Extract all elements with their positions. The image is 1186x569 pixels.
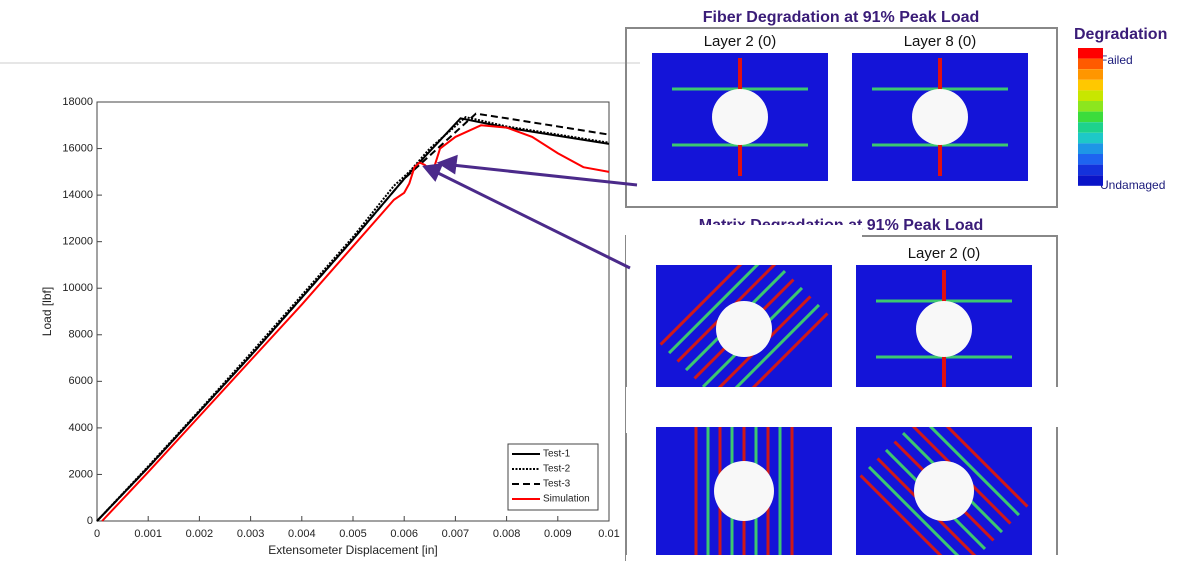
y-tick-label: 12000	[62, 236, 93, 248]
x-tick-label: 0.01	[598, 528, 619, 540]
y-tick-label: 0	[87, 515, 93, 527]
y-tick-label: 16000	[62, 142, 93, 154]
colorbar-cell	[1078, 112, 1103, 123]
x-tick-label: 0.002	[186, 528, 214, 540]
colorbar-title: Degradation	[1074, 26, 1167, 43]
y-tick-label: 4000	[69, 422, 93, 434]
chart: 0 0.001 0.002 0.003 0.004 0.005 0.006 0.007 0.00…	[40, 96, 620, 557]
legend-label: Test-3	[543, 479, 571, 490]
panels: Fiber Degradation at 91% Peak Load Matri…	[626, 9, 1167, 564]
damage-image	[652, 53, 828, 181]
hole	[716, 301, 772, 357]
colorbar-cell	[1078, 133, 1103, 144]
y-tick-label: 10000	[62, 282, 93, 294]
colorbar-cell	[1078, 175, 1103, 186]
x-tick-label: 0.007	[442, 528, 470, 540]
colorbar-min: Undamaged	[1100, 178, 1165, 192]
colorbar-cell	[1078, 101, 1103, 112]
hole	[916, 301, 972, 357]
x-tick-label: 0.004	[288, 528, 316, 540]
damage-image	[852, 53, 1028, 181]
colorbar-cell	[1078, 122, 1103, 133]
colorbar-cell	[1078, 69, 1103, 80]
colorbar-cell	[1078, 80, 1103, 91]
clip-frame	[626, 225, 862, 265]
colorbar-cell	[1078, 59, 1103, 70]
y-tick-label: 18000	[62, 96, 93, 108]
layer-label: Layer 2 (0)	[908, 245, 981, 262]
legend-label: Simulation	[543, 494, 590, 505]
y-axis-label: Load [lbf]	[40, 287, 54, 336]
colorbar-cell	[1078, 90, 1103, 101]
layer-label: Layer 2 (0)	[704, 33, 777, 50]
damage-image	[856, 265, 1032, 393]
x-tick-label: 0.006	[390, 528, 418, 540]
y-tick-label: 8000	[69, 329, 93, 341]
hole	[914, 461, 974, 521]
x-tick-label: 0	[94, 528, 100, 540]
x-tick-label: 0.009	[544, 528, 572, 540]
colorbar-cell	[1078, 154, 1103, 165]
y-tick-label: 14000	[62, 189, 93, 201]
y-tick-label: 6000	[69, 375, 93, 387]
x-tick-label: 0.003	[237, 528, 265, 540]
x-axis-label: Extensometer Displacement [in]	[268, 543, 437, 557]
fiber-title: Fiber Degradation at 91% Peak Load	[703, 9, 980, 26]
colorbar-cell	[1078, 143, 1103, 154]
legend-label: Test-2	[543, 464, 571, 475]
x-tick-label: 0.005	[339, 528, 367, 540]
figure: 0 0.001 0.002 0.003 0.004 0.005 0.006 0.007 0.00…	[0, 0, 1186, 564]
layer-label: Layer 8 (0)	[904, 33, 977, 50]
y-tick-label: 2000	[69, 468, 93, 480]
legend-label: Test-1	[543, 449, 571, 460]
colorbar-cell	[1078, 165, 1103, 176]
hole	[912, 89, 968, 145]
colorbar-max: Failed	[1100, 53, 1133, 67]
hole	[712, 89, 768, 145]
clip-frame	[826, 555, 1062, 564]
x-tick-label: 0.001	[134, 528, 162, 540]
colorbar-cell	[1078, 48, 1103, 59]
damage-image	[826, 387, 1062, 564]
x-tick-label: 0.008	[493, 528, 521, 540]
hole	[714, 461, 774, 521]
clip-frame	[826, 387, 1062, 427]
